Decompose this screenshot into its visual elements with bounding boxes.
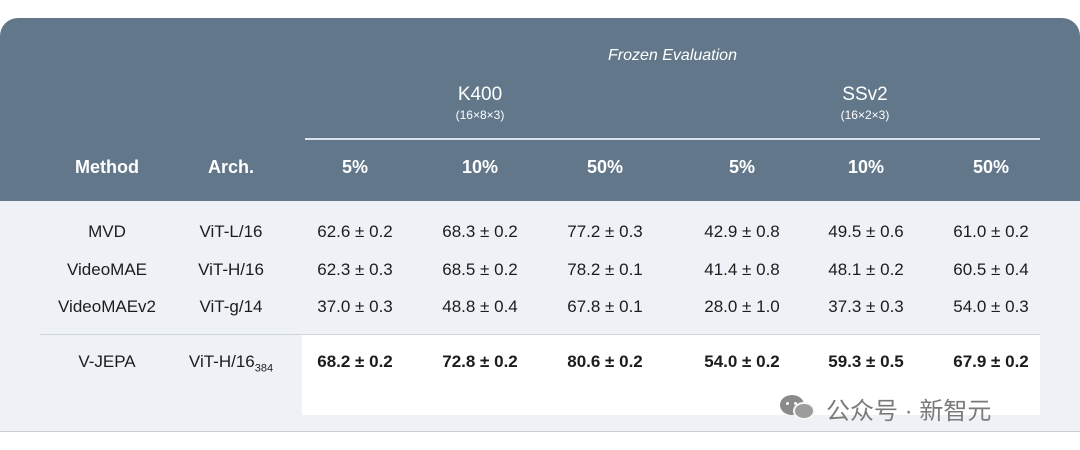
column-header-k400-50: 50% <box>586 157 624 177</box>
ssv2-sub-label: (16×2×3) <box>840 108 890 122</box>
arch-cell: ViT-L/16 <box>199 222 263 241</box>
column-header-ssv2-10: 10% <box>847 157 885 177</box>
column-header-arch: Arch. <box>207 157 254 177</box>
value-cell: 28.0 ± 1.0 <box>704 297 780 316</box>
wechat-icon <box>780 393 818 423</box>
value-cell: 41.4 ± 0.8 <box>704 260 780 279</box>
value-cell: 42.9 ± 0.8 <box>704 222 780 241</box>
arch-cell: ViT-H/16384 <box>176 352 286 374</box>
value-cell: 68.2 ± 0.2 <box>317 352 393 371</box>
watermark: 公众号 · 新智元 <box>780 389 1050 427</box>
method-cell: VideoMAE <box>66 260 147 279</box>
value-cell: 62.6 ± 0.2 <box>317 222 393 241</box>
value-cell: 48.1 ± 0.2 <box>828 260 904 279</box>
method-cell: MVD <box>88 222 126 241</box>
k400-group-header: K400 (16×8×3) <box>305 84 655 123</box>
value-cell: 72.8 ± 0.2 <box>442 352 518 371</box>
value-cell: 67.8 ± 0.1 <box>567 297 643 316</box>
results-table-card: Frozen Evaluation K400 (16×8×3) SSv2 (16… <box>0 18 1080 432</box>
column-header-method: Method <box>75 157 139 177</box>
column-header-ssv2-50: 50% <box>972 157 1010 177</box>
frozen-evaluation-title: Frozen Evaluation <box>608 47 737 64</box>
column-header-ssv2-5: 5% <box>728 157 755 177</box>
k400-sub-label: (16×8×3) <box>455 108 505 122</box>
column-header-k400-5: 5% <box>341 157 368 177</box>
method-cell: V-JEPA <box>78 352 136 371</box>
method-cell: VideoMAEv2 <box>58 297 156 316</box>
arch-subscript: 384 <box>254 362 274 375</box>
table-header: Frozen Evaluation K400 (16×8×3) SSv2 (16… <box>0 18 1080 201</box>
value-cell: 68.3 ± 0.2 <box>442 222 518 241</box>
value-cell: 48.8 ± 0.4 <box>442 297 518 316</box>
value-cell: 37.3 ± 0.3 <box>828 297 904 316</box>
row-divider <box>40 334 1040 335</box>
group-divider-line <box>305 138 1040 140</box>
value-cell: 77.2 ± 0.3 <box>567 222 643 241</box>
value-cell: 78.2 ± 0.1 <box>567 260 643 279</box>
value-cell: 68.5 ± 0.2 <box>442 260 518 279</box>
value-cell: 37.0 ± 0.3 <box>317 297 393 316</box>
k400-label: K400 <box>457 84 503 105</box>
ssv2-group-header: SSv2 (16×2×3) <box>690 84 1040 123</box>
value-cell: 62.3 ± 0.3 <box>317 260 393 279</box>
value-cell: 54.0 ± 0.2 <box>704 352 780 371</box>
watermark-text: 公众号 · 新智元 <box>826 397 992 425</box>
arch-text: ViT-H/16 <box>188 352 255 371</box>
ssv2-label: SSv2 <box>842 84 888 105</box>
value-cell: 49.5 ± 0.6 <box>828 222 904 241</box>
value-cell: 59.3 ± 0.5 <box>828 352 904 371</box>
column-header-k400-10: 10% <box>461 157 499 177</box>
arch-cell: ViT-H/16 <box>198 260 264 279</box>
value-cell: 80.6 ± 0.2 <box>567 352 643 371</box>
arch-cell: ViT-g/14 <box>199 297 263 316</box>
highlight-background <box>302 335 1040 415</box>
value-cell: 54.0 ± 0.3 <box>953 297 1029 316</box>
value-cell: 67.9 ± 0.2 <box>953 352 1029 371</box>
value-cell: 60.5 ± 0.4 <box>953 260 1029 279</box>
value-cell: 61.0 ± 0.2 <box>953 222 1029 241</box>
